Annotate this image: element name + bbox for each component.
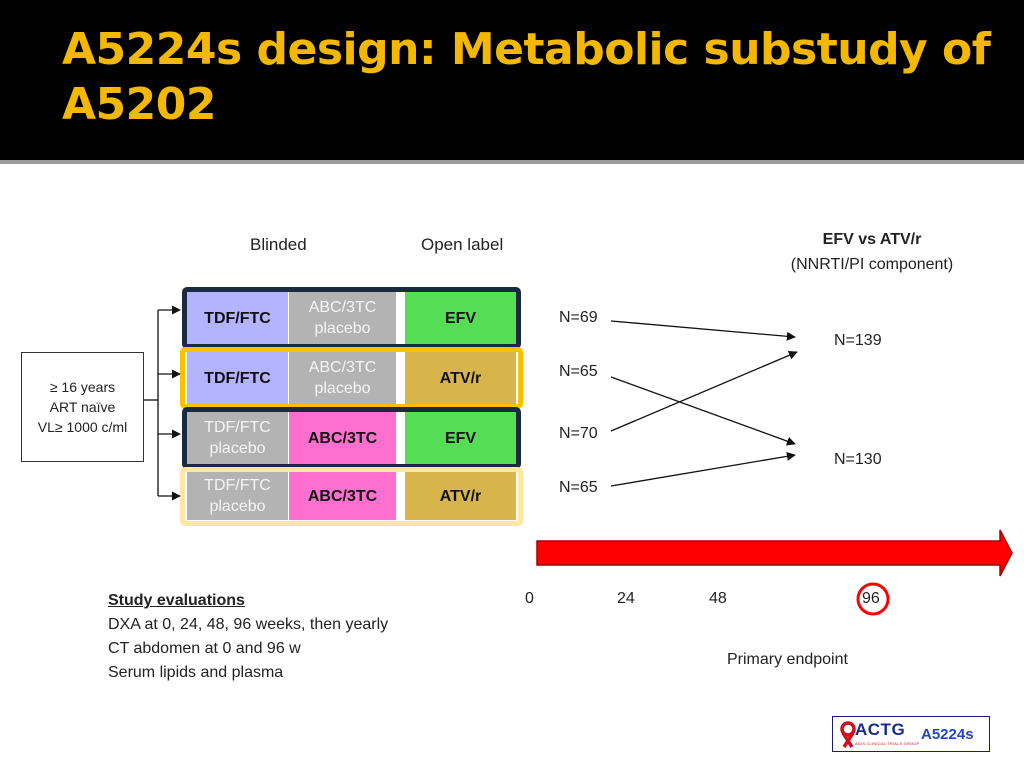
week-24-label: 24 <box>617 590 635 607</box>
arrow-arm2-to-atv <box>610 376 796 446</box>
eligibility-age: ≥ 16 years <box>49 379 116 395</box>
arm3-n: N=70 <box>559 425 598 442</box>
arm4-abc-3tc: ABC/3TC <box>289 472 396 520</box>
efv-pooled-n: N=139 <box>834 332 882 349</box>
red-ribbon-icon <box>840 721 856 748</box>
arm1-efv: EFV <box>405 292 516 344</box>
open-label-header: Open label <box>421 235 504 254</box>
arm4-abc-3tc-label: ABC/3TC <box>307 487 378 505</box>
arm4-atv-r-label: ATV/r <box>439 487 482 505</box>
arm1-n: N=69 <box>559 309 598 326</box>
study-code: A5224s <box>921 726 974 743</box>
arm3-efv: EFV <box>405 412 516 464</box>
evaluation-item-ct: CT abdomen at 0 and 96 w <box>108 640 301 657</box>
comparison-title: EFV vs ATV/r <box>822 231 922 248</box>
arm2-abc-3tc-label: ABC/3TC <box>308 359 377 376</box>
arm3-abc-3tc: ABC/3TC <box>289 412 396 464</box>
atv-pooled-n: N=130 <box>834 451 882 468</box>
blinded-header: Blinded <box>250 235 307 254</box>
arm4-n: N=65 <box>559 479 598 496</box>
evaluations-heading: Study evaluations <box>108 592 245 609</box>
arm2-atv-r: ATV/r <box>405 352 516 404</box>
primary-endpoint-label: Primary endpoint <box>727 651 848 668</box>
arm2-abc-3tc-placebo: ABC/3TC placebo <box>289 352 396 404</box>
arrow-arm3-to-efv <box>610 351 798 432</box>
arm2-atv-frame <box>180 347 523 409</box>
actg-subtitle: AIDS CLINICAL TRIALS GROUP <box>855 741 920 746</box>
arm1-abc-3tc-label: ABC/3TC <box>308 299 377 316</box>
arm1-tdf-ftc-label: TDF/FTC <box>204 309 271 327</box>
slide-title: A5224s design: Metabolic substudy of A52… <box>62 24 991 130</box>
title-bar: A5224s design: Metabolic substudy of A52… <box>0 0 1024 160</box>
arm3-placebo-label: placebo <box>209 440 266 457</box>
actg-wordmark: ACTG <box>855 720 906 739</box>
arm1-placebo-label: placebo <box>314 320 371 337</box>
arrow-arm1-to-efv <box>610 320 796 341</box>
arm4-placebo-label: placebo <box>209 498 266 515</box>
arm4-atv-r: ATV/r <box>405 472 516 520</box>
arm2-tdf-ftc-label: TDF/FTC <box>204 369 271 387</box>
eligibility-art: ART naïve <box>49 399 116 415</box>
title-rule <box>0 160 1024 164</box>
eligibility-box: ≥ 16 years ART naïve VL≥ 1000 c/ml <box>21 352 144 462</box>
arm3-tdf-ftc-label: TDF/FTC <box>204 419 271 436</box>
eligibility-vl: VL≥ 1000 c/ml <box>37 419 128 435</box>
arrow-arm4-to-atv <box>610 451 796 487</box>
arm3-efv-label: EFV <box>444 429 477 447</box>
actg-logo: ACTG AIDS CLINICAL TRIALS GROUP A5224s <box>832 716 990 752</box>
evaluation-item-dxa: DXA at 0, 24, 48, 96 weeks, then yearly <box>108 616 389 633</box>
week-0-label: 0 <box>525 590 534 607</box>
arm4-atv-frame <box>180 467 523 526</box>
week-48-label: 48 <box>709 590 727 607</box>
arm4-tdf-ftc-label: TDF/FTC <box>204 477 271 494</box>
timeline-arrow <box>536 529 1013 577</box>
arm3-abc-3tc-label: ABC/3TC <box>307 429 378 447</box>
arm1-efv-label: EFV <box>444 309 477 327</box>
arm2-placebo-label: placebo <box>314 380 371 397</box>
arm1-abc-3tc-placebo: ABC/3TC placebo <box>289 292 396 344</box>
arm4-tdf-ftc-placebo: TDF/FTC placebo <box>187 472 288 520</box>
arm3-tdf-ftc-placebo: TDF/FTC placebo <box>187 412 288 464</box>
arm1-tdf-ftc: TDF/FTC <box>187 292 288 344</box>
evaluation-item-lipids: Serum lipids and plasma <box>108 664 284 681</box>
comparison-subtitle: (NNRTI/PI component) <box>790 256 954 273</box>
arm1-efv-frame <box>182 287 521 349</box>
arm2-n: N=65 <box>559 363 598 380</box>
arm3-efv-frame <box>182 407 521 469</box>
arm2-tdf-ftc: TDF/FTC <box>187 352 288 404</box>
arm2-atv-r-label: ATV/r <box>439 369 482 387</box>
week-96-label: 96 <box>862 590 880 607</box>
